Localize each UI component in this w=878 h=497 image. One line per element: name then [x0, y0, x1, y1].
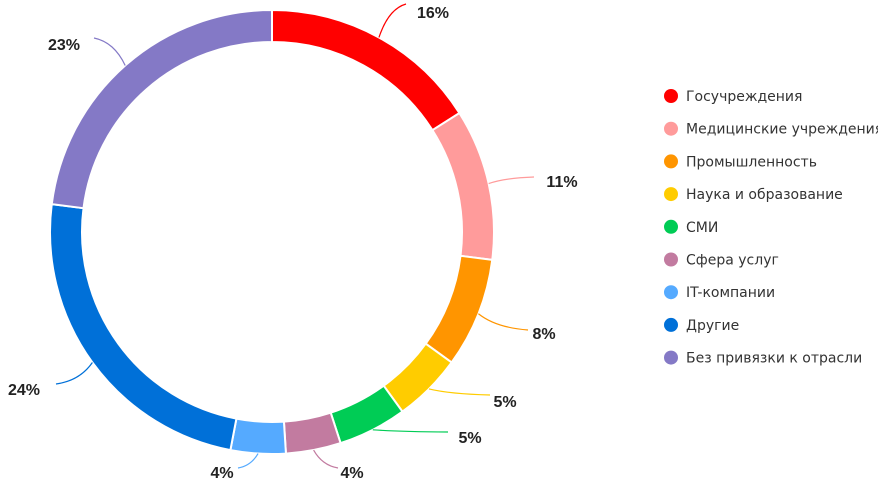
legend-label: Сфера услуг	[686, 253, 779, 269]
leader-lines	[55, 3, 535, 469]
leader-line	[237, 453, 259, 469]
legend-label: IT-компании	[686, 285, 775, 301]
legend-marker	[664, 350, 678, 365]
legend-marker	[664, 154, 678, 169]
legend-label: Госучреждения	[686, 89, 802, 105]
leader-line	[55, 362, 93, 385]
donut-slice	[431, 111, 495, 261]
legend-label: Медицинские учреждения	[686, 122, 878, 138]
donut-slice	[424, 254, 494, 364]
data-label: 8%	[532, 326, 555, 343]
donut-slice	[229, 417, 287, 455]
data-label: 5%	[458, 430, 481, 447]
data-label: 24%	[8, 382, 40, 399]
leader-line	[478, 313, 529, 331]
legend-marker	[664, 121, 678, 136]
legend: Госучреждения Медицинские учреждения Промы…	[664, 89, 878, 367]
legend-marker	[664, 89, 678, 103]
donut-slice	[271, 8, 461, 132]
donut-slices	[49, 8, 495, 455]
leader-line	[93, 37, 126, 66]
leader-line	[378, 3, 407, 38]
legend-label: Другие	[686, 318, 739, 334]
legend-marker	[664, 252, 678, 267]
donut-slice	[49, 203, 238, 452]
legend-label: Промышленность	[686, 154, 817, 170]
percent-labels: 16% 11% 8% 5% 5% 4% 4% 24% 23%	[8, 5, 578, 482]
leader-line	[313, 449, 339, 469]
legend-marker	[664, 219, 678, 234]
legend-marker	[664, 187, 678, 202]
data-label: 5%	[493, 394, 516, 411]
data-label: 16%	[417, 5, 449, 22]
donut-slice	[50, 8, 273, 210]
donut-slice	[282, 411, 342, 455]
legend-label: Наука и образование	[686, 187, 843, 203]
legend-marker	[664, 285, 678, 300]
data-label: 4%	[340, 465, 363, 482]
leader-line	[488, 176, 535, 185]
leader-line	[372, 429, 449, 433]
data-label: 11%	[546, 174, 577, 191]
legend-marker	[664, 317, 678, 332]
leader-line	[428, 388, 491, 396]
data-label: 23%	[48, 37, 80, 54]
legend-label: Без привязки к отрасли	[686, 351, 862, 367]
legend-label: СМИ	[686, 220, 718, 236]
data-label: 4%	[210, 465, 233, 482]
